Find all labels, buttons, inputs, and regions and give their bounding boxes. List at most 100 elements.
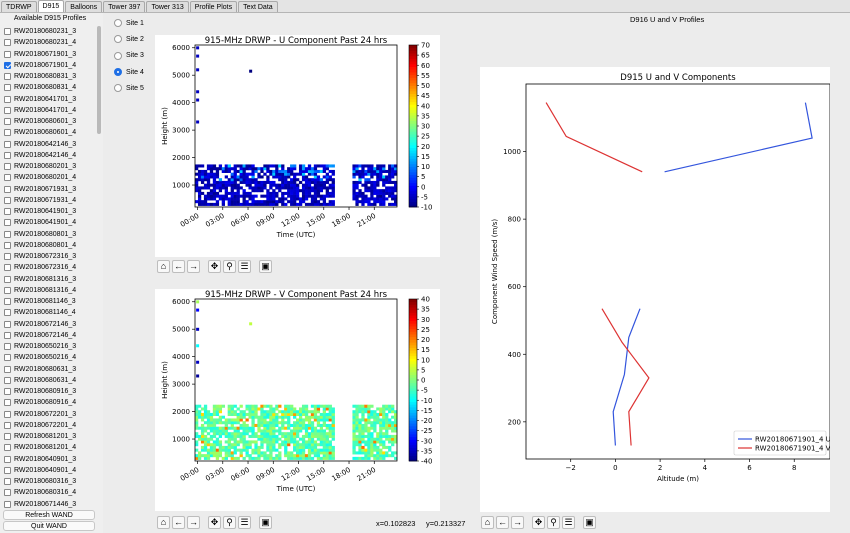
- profile-item[interactable]: RW20180680916_3: [4, 386, 95, 397]
- profile-item[interactable]: RW20180680801_3: [4, 229, 95, 240]
- profile-item[interactable]: RW20180650216_4: [4, 352, 95, 363]
- profile-item[interactable]: RW20180681316_4: [4, 285, 95, 296]
- profile-checkbox[interactable]: [4, 444, 11, 452]
- save-button[interactable]: ▣: [259, 260, 272, 273]
- profile-checkbox[interactable]: [4, 28, 11, 36]
- site-radio-3[interactable]: Site 3: [114, 48, 144, 64]
- profile-checkbox[interactable]: [4, 399, 11, 407]
- v-component-plot[interactable]: 1000 2000 3000 4000 5000 6000 00:00 03:00 06:00 0…: [155, 289, 440, 511]
- profile-item[interactable]: RW20180641901_3: [4, 206, 95, 217]
- profile-checkbox[interactable]: [4, 196, 11, 204]
- profile-item[interactable]: RW20180671446_3: [4, 499, 95, 510]
- profile-checkbox[interactable]: [4, 376, 11, 384]
- profile-checkbox[interactable]: [4, 500, 11, 508]
- profile-item[interactable]: RW20180680231_3: [4, 26, 95, 37]
- profile-item[interactable]: RW20180671931_4: [4, 195, 95, 206]
- profile-checkbox[interactable]: [4, 163, 11, 171]
- profile-list-scrollbar[interactable]: [97, 26, 101, 134]
- u-component-plot[interactable]: 1000 2000 3000 4000 5000 6000 00:00 03:00 06:00 0…: [155, 35, 440, 257]
- profile-checkbox[interactable]: [4, 230, 11, 238]
- profile-item[interactable]: RW20180680631_3: [4, 364, 95, 375]
- profile-checkbox[interactable]: [4, 73, 11, 81]
- save-button[interactable]: ▣: [583, 516, 596, 529]
- uv-line-plot[interactable]: D915 U and V Components −2 0 2 4 6 8 200 400 600 8…: [480, 67, 830, 512]
- home-button[interactable]: ⌂: [157, 516, 170, 529]
- profile-item[interactable]: RW20180672316_3: [4, 251, 95, 262]
- profile-checkbox[interactable]: [4, 129, 11, 137]
- profile-item[interactable]: RW20180680831_4: [4, 82, 95, 93]
- radio-button[interactable]: [114, 35, 122, 44]
- profile-checkbox[interactable]: [4, 433, 11, 441]
- profile-checkbox[interactable]: [4, 478, 11, 486]
- forward-button[interactable]: →: [511, 516, 524, 529]
- profile-checkbox[interactable]: [4, 365, 11, 373]
- tab-tower-313[interactable]: Tower 313: [146, 1, 189, 12]
- profile-checkbox[interactable]: [4, 354, 11, 362]
- profile-checkbox[interactable]: [4, 320, 11, 328]
- profile-item[interactable]: RW20180680231_4: [4, 37, 95, 48]
- forward-button[interactable]: →: [187, 516, 200, 529]
- profile-item[interactable]: RW20180681146_3: [4, 296, 95, 307]
- back-button[interactable]: ←: [172, 516, 185, 529]
- profile-item[interactable]: RW20180680316_4: [4, 487, 95, 498]
- profile-checkbox[interactable]: [4, 343, 11, 351]
- profile-checkbox[interactable]: [4, 39, 11, 47]
- radio-button[interactable]: [114, 19, 122, 28]
- profile-item[interactable]: RW20180672146_4: [4, 330, 95, 341]
- profile-checkbox[interactable]: [4, 455, 11, 463]
- profile-item[interactable]: RW20180681201_4: [4, 442, 95, 453]
- profile-checkbox[interactable]: [4, 241, 11, 249]
- tab-profile-plots[interactable]: Profile Plots: [189, 1, 238, 12]
- profile-checkbox[interactable]: [4, 106, 11, 114]
- tab-text-data[interactable]: Text Data: [238, 1, 278, 12]
- profile-item[interactable]: RW20180650216_3: [4, 341, 95, 352]
- profile-checkbox[interactable]: [4, 264, 11, 272]
- profile-checkbox[interactable]: [4, 331, 11, 339]
- profile-checkbox[interactable]: [4, 174, 11, 182]
- profile-item[interactable]: RW20180680916_4: [4, 397, 95, 408]
- profile-item[interactable]: RW20180671901_3: [4, 49, 95, 60]
- home-button[interactable]: ⌂: [481, 516, 494, 529]
- profile-checkbox[interactable]: [4, 253, 11, 261]
- profile-item[interactable]: RW20180641701_4: [4, 105, 95, 116]
- forward-button[interactable]: →: [187, 260, 200, 273]
- profile-checkbox[interactable]: [4, 410, 11, 418]
- pan-button[interactable]: ✥: [208, 516, 221, 529]
- back-button[interactable]: ←: [172, 260, 185, 273]
- profile-checkbox[interactable]: [4, 489, 11, 497]
- profile-checkbox[interactable]: [4, 208, 11, 216]
- site-radio-1[interactable]: Site 1: [114, 15, 144, 31]
- profile-item[interactable]: RW20180680831_3: [4, 71, 95, 82]
- profile-item[interactable]: RW20180671931_3: [4, 184, 95, 195]
- profile-item[interactable]: RW20180681201_3: [4, 431, 95, 442]
- radio-button[interactable]: [114, 84, 122, 93]
- profile-item[interactable]: RW20180672316_4: [4, 262, 95, 273]
- profile-item[interactable]: RW20180680631_4: [4, 375, 95, 386]
- profile-item[interactable]: RW20180680201_3: [4, 161, 95, 172]
- profile-item[interactable]: RW20180681316_3: [4, 274, 95, 285]
- zoom-button[interactable]: ⚲: [223, 260, 236, 273]
- profile-checkbox[interactable]: [4, 219, 11, 227]
- profile-item[interactable]: RW20180641701_3: [4, 94, 95, 105]
- profile-checkbox[interactable]: [4, 421, 11, 429]
- refresh-wand-button[interactable]: Refresh WAND: [3, 510, 95, 520]
- site-radio-4[interactable]: Site 4: [114, 64, 144, 80]
- profile-item[interactable]: RW20180641901_4: [4, 217, 95, 228]
- profile-checkbox[interactable]: [4, 84, 11, 92]
- profile-checkbox[interactable]: [4, 140, 11, 148]
- radio-button[interactable]: [114, 68, 122, 77]
- tab-tower-397[interactable]: Tower 397: [103, 1, 146, 12]
- profile-item[interactable]: RW20180680316_3: [4, 476, 95, 487]
- home-button[interactable]: ⌂: [157, 260, 170, 273]
- zoom-button[interactable]: ⚲: [547, 516, 560, 529]
- tab-d915[interactable]: D915: [37, 0, 65, 12]
- radio-button[interactable]: [114, 51, 122, 60]
- profile-checkbox[interactable]: [4, 50, 11, 58]
- site-radio-2[interactable]: Site 2: [114, 31, 144, 47]
- back-button[interactable]: ←: [496, 516, 509, 529]
- profile-item[interactable]: RW20180672201_3: [4, 409, 95, 420]
- profile-checkbox[interactable]: [4, 466, 11, 474]
- profile-item[interactable]: RW20180680601_4: [4, 127, 95, 138]
- profile-item[interactable]: RW20180680601_3: [4, 116, 95, 127]
- profile-item[interactable]: RW20180640901_4: [4, 465, 95, 476]
